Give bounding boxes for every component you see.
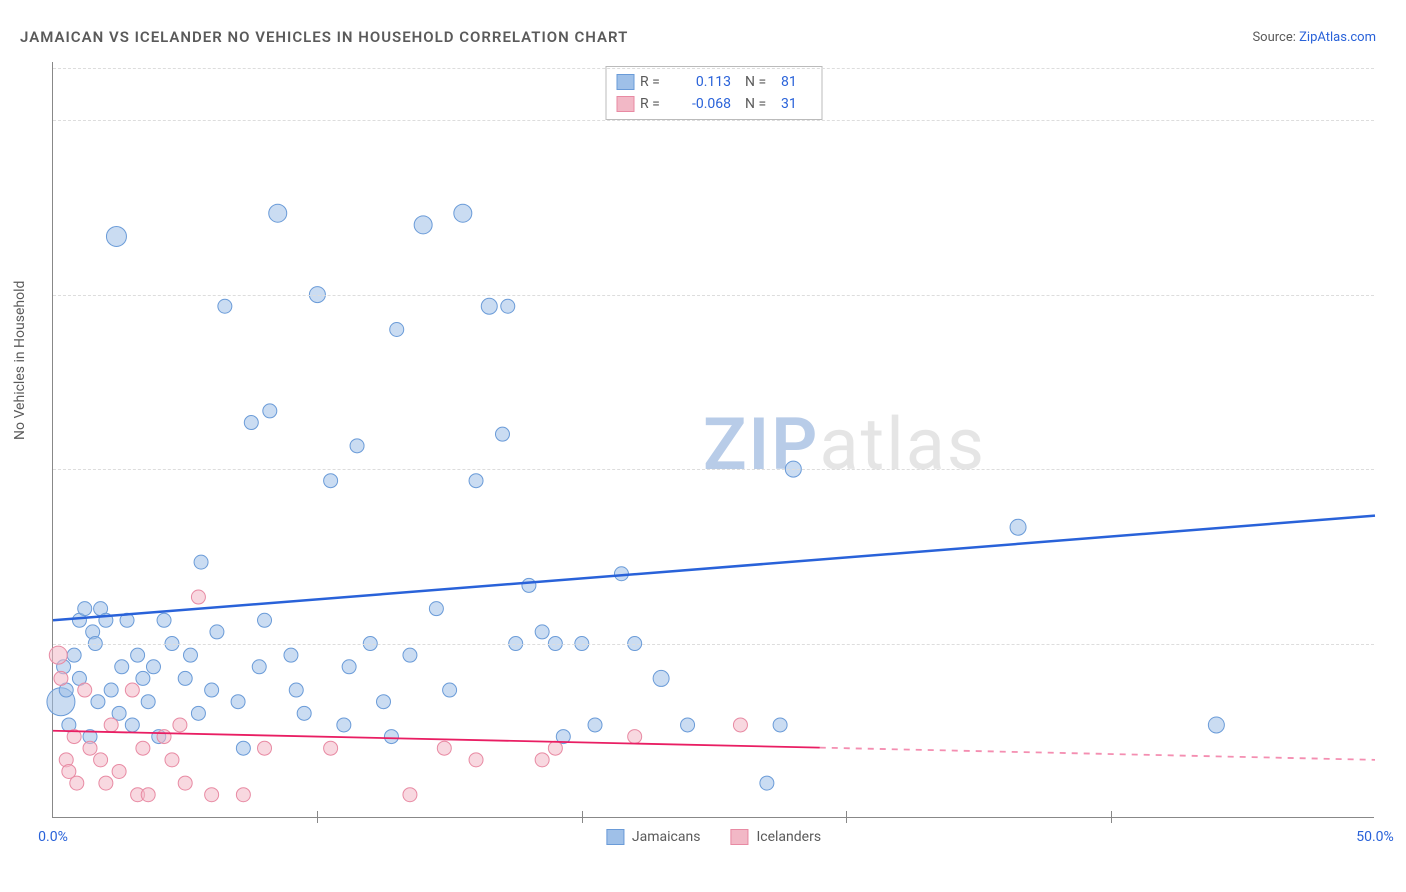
plot-area: ZIPatlas R = 0.113 N = 81 R = -0.068 N =… bbox=[52, 62, 1374, 818]
y-axis-label: No Vehicles in Household bbox=[12, 281, 28, 440]
legend-item-jamaicans: Jamaicans bbox=[606, 829, 701, 845]
x-tick-label: 50.0% bbox=[1356, 829, 1394, 845]
swatch-jamaicans bbox=[616, 74, 634, 90]
y-tick-label: 15.0% bbox=[1384, 636, 1406, 652]
chart-title: JAMAICAN VS ICELANDER NO VEHICLES IN HOU… bbox=[20, 28, 628, 46]
x-tick-label: 0.0% bbox=[38, 829, 68, 845]
stats-row-1: R = -0.068 N = 31 bbox=[616, 93, 811, 115]
swatch-icelanders-icon bbox=[730, 829, 748, 845]
source-label: Source: ZipAtlas.com bbox=[1252, 30, 1376, 45]
chart-svg bbox=[53, 62, 1374, 817]
stats-legend: R = 0.113 N = 81 R = -0.068 N = 31 bbox=[605, 66, 822, 120]
chart-container: JAMAICAN VS ICELANDER NO VEHICLES IN HOU… bbox=[0, 0, 1406, 892]
source-link[interactable]: ZipAtlas.com bbox=[1299, 30, 1376, 45]
y-tick-label: 30.0% bbox=[1384, 461, 1406, 477]
y-tick-label: 45.0% bbox=[1384, 287, 1406, 303]
legend-item-icelanders: Icelanders bbox=[730, 829, 821, 845]
swatch-icelanders bbox=[616, 96, 634, 112]
series-legend: Jamaicans Icelanders bbox=[606, 829, 821, 845]
stats-row-0: R = 0.113 N = 81 bbox=[616, 71, 811, 93]
swatch-jamaicans-icon bbox=[606, 829, 624, 845]
y-tick-label: 60.0% bbox=[1384, 112, 1406, 128]
